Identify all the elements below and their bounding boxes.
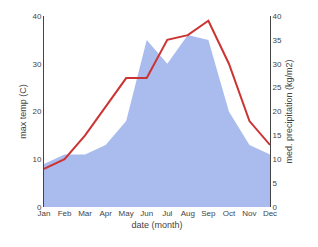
svg-text:Aug: Aug xyxy=(181,209,195,218)
svg-text:Jun: Jun xyxy=(140,209,153,218)
svg-text:20: 20 xyxy=(32,107,41,116)
svg-text:15: 15 xyxy=(273,131,282,140)
svg-text:0: 0 xyxy=(37,203,42,212)
svg-text:35: 35 xyxy=(273,36,282,45)
svg-text:med. precipitation (kg/m2): med. precipitation (kg/m2) xyxy=(284,59,294,163)
svg-text:Jul: Jul xyxy=(162,209,172,218)
svg-text:date (month): date (month) xyxy=(131,220,182,230)
svg-text:0: 0 xyxy=(273,203,278,212)
svg-text:Dec: Dec xyxy=(263,209,277,218)
svg-text:10: 10 xyxy=(273,155,282,164)
svg-text:Oct: Oct xyxy=(223,209,236,218)
svg-text:20: 20 xyxy=(273,107,282,116)
svg-text:30: 30 xyxy=(32,60,41,69)
svg-text:30: 30 xyxy=(273,60,282,69)
svg-text:Apr: Apr xyxy=(99,209,112,218)
svg-text:Jan: Jan xyxy=(38,209,51,218)
svg-text:Mar: Mar xyxy=(78,209,92,218)
svg-text:40: 40 xyxy=(273,12,282,21)
svg-text:Sep: Sep xyxy=(201,209,216,218)
svg-text:40: 40 xyxy=(32,12,41,21)
svg-text:May: May xyxy=(119,209,134,218)
svg-text:25: 25 xyxy=(273,83,282,92)
svg-text:5: 5 xyxy=(273,179,278,188)
svg-text:10: 10 xyxy=(32,155,41,164)
svg-text:Feb: Feb xyxy=(58,209,72,218)
svg-text:Nov: Nov xyxy=(242,209,256,218)
svg-text:max temp (C): max temp (C) xyxy=(18,84,28,139)
